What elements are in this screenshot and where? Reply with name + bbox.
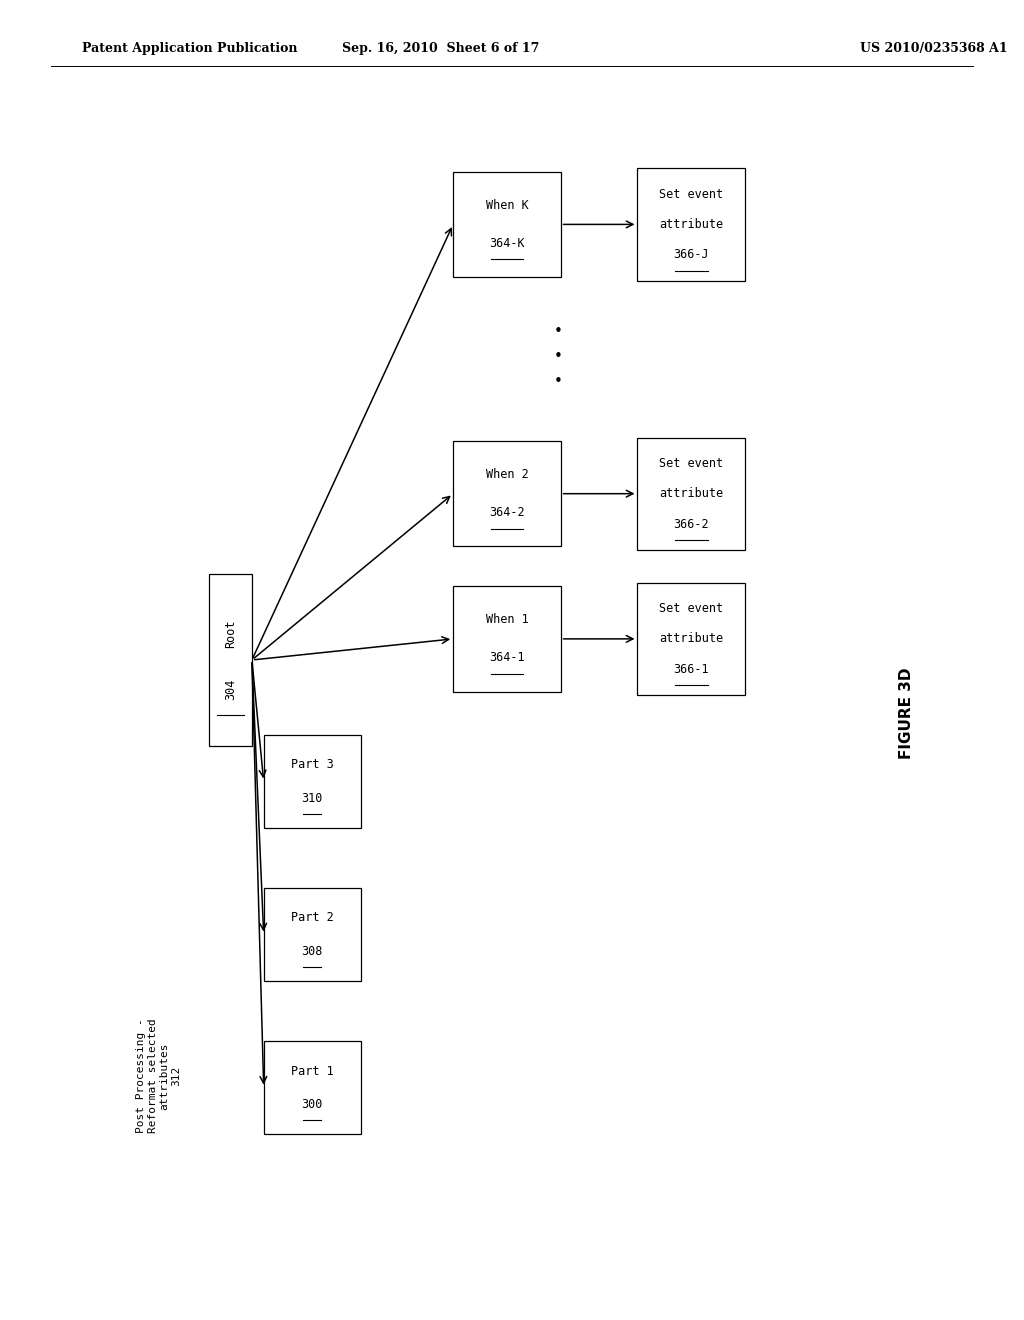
Text: US 2010/0235368 A1: US 2010/0235368 A1 [860,42,1008,55]
Text: Sep. 16, 2010  Sheet 6 of 17: Sep. 16, 2010 Sheet 6 of 17 [342,42,539,55]
Text: attribute: attribute [659,487,723,500]
Text: Set event: Set event [659,602,723,615]
Bar [453,172,561,277]
Text: 364-K: 364-K [489,236,524,249]
Text: Patent Application Publication: Patent Application Publication [82,42,297,55]
Text: Set event: Set event [659,187,723,201]
Bar [264,888,361,981]
Bar [453,586,561,692]
Text: When 1: When 1 [485,614,528,627]
Text: Part 3: Part 3 [291,758,334,771]
Text: Part 2: Part 2 [291,911,334,924]
Text: Post Processing -
Reformat selected
attributes
312: Post Processing - Reformat selected attr… [136,1019,181,1133]
Text: 310: 310 [302,792,323,805]
Text: •
•
•: • • • [554,325,562,388]
Text: 366-2: 366-2 [674,517,709,531]
Text: 364-1: 364-1 [489,651,524,664]
Bar [637,438,745,549]
Text: When 2: When 2 [485,469,528,482]
Text: 366-1: 366-1 [674,663,709,676]
Text: 304: 304 [224,678,237,700]
Text: 308: 308 [302,945,323,958]
Text: When K: When K [485,199,528,213]
Text: 366-J: 366-J [674,248,709,261]
Bar [637,168,745,281]
Text: Root: Root [224,619,237,648]
Bar [264,735,361,828]
Text: Set event: Set event [659,457,723,470]
Text: FIGURE 3D: FIGURE 3D [899,667,913,759]
Text: 364-2: 364-2 [489,506,524,519]
Bar [264,1041,361,1134]
Text: Part 1: Part 1 [291,1064,334,1077]
Text: attribute: attribute [659,218,723,231]
Text: attribute: attribute [659,632,723,645]
Text: 300: 300 [302,1098,323,1111]
Bar [209,574,252,746]
Bar [453,441,561,546]
Bar [637,583,745,694]
